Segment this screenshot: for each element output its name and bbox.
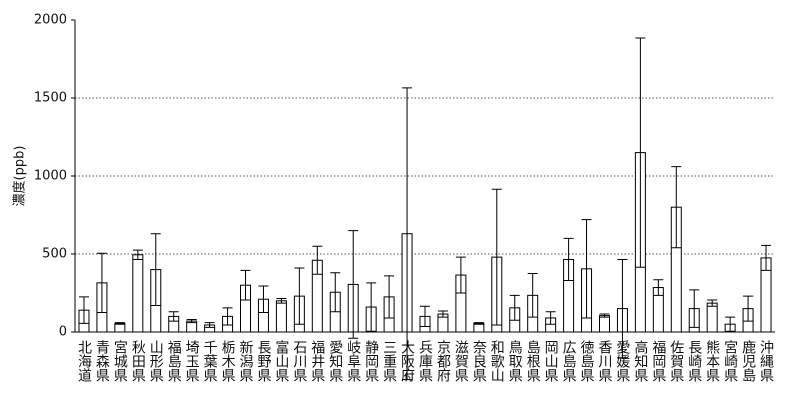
- error-bar: [545, 311, 556, 325]
- error-bar: [725, 316, 736, 332]
- error-bar: [402, 87, 413, 381]
- error-bar: [168, 311, 179, 322]
- x-tick-label: 千葉県: [202, 340, 218, 382]
- x-tick-label: 高知県: [632, 339, 648, 382]
- x-tick-label: 広島県: [561, 340, 577, 382]
- error-bar: [671, 166, 682, 249]
- error-bar: [258, 285, 269, 313]
- bar: [706, 302, 718, 333]
- error-bar: [689, 289, 700, 328]
- x-tick-label: 石川県: [291, 340, 307, 382]
- error-bar: [743, 295, 754, 322]
- error-bar: [653, 279, 664, 296]
- error-bar: [527, 273, 538, 318]
- error-bar: [420, 305, 430, 328]
- x-tick-label: 愛知県: [327, 340, 343, 382]
- y-tick-label: 0: [59, 325, 67, 340]
- error-bar: [204, 322, 215, 328]
- error-bar: [222, 307, 233, 326]
- x-tick-label: 佐賀県: [668, 340, 684, 382]
- error-bar: [348, 230, 359, 339]
- x-tick-label: 栃木県: [220, 340, 236, 382]
- x-tick-label: 北海道: [76, 340, 92, 383]
- x-tick-label: 埼玉県: [184, 340, 200, 382]
- error-bar: [312, 245, 323, 275]
- error-bar: [150, 233, 161, 306]
- x-tick-label: 福島県: [166, 340, 182, 382]
- x-tick-label: 鹿児島: [740, 339, 756, 382]
- error-bar: [96, 252, 107, 313]
- error-bar: [761, 244, 772, 271]
- error-bar: [707, 299, 718, 307]
- y-tick-label: 500: [42, 247, 67, 262]
- error-bar: [114, 322, 125, 325]
- error-bar: [186, 319, 197, 324]
- error-bar: [617, 258, 628, 359]
- bar: [132, 254, 144, 333]
- x-tick-label: 青森県: [94, 340, 110, 382]
- error-bar: [473, 322, 484, 325]
- x-tick-label: 愛媛県: [614, 340, 630, 382]
- y-tick-label: 2000: [34, 13, 67, 28]
- error-bar: [78, 296, 89, 324]
- x-tick-label: 熊本県: [704, 340, 720, 382]
- bar: [598, 315, 610, 333]
- x-tick-label: 富山県: [273, 339, 289, 382]
- error-bar: [563, 237, 574, 282]
- y-tick-label: 1500: [34, 91, 67, 106]
- x-tick-label: 岡山県: [543, 340, 559, 382]
- error-bar: [384, 275, 395, 319]
- bar: [114, 322, 126, 333]
- x-tick-label: 京都府: [435, 340, 451, 383]
- error-bar: [330, 272, 341, 313]
- error-bar: [635, 37, 646, 268]
- x-tick-label: 兵庫県: [417, 340, 433, 382]
- error-bar: [240, 269, 251, 301]
- y-axis-title: 濃度(ppb): [12, 146, 28, 207]
- error-bar: [581, 219, 592, 319]
- error-bar: [366, 282, 377, 332]
- x-tick-label: 福井県: [309, 340, 325, 382]
- error-bar: [491, 188, 502, 326]
- error-bar: [509, 294, 520, 321]
- x-tick-label: 鳥取県: [507, 340, 523, 382]
- x-tick-label: 山形県: [148, 340, 164, 382]
- x-tick-label: 宮崎県: [722, 340, 738, 382]
- x-tick-label: 秋田県: [130, 340, 146, 382]
- x-tick-label: 和歌山: [489, 340, 505, 382]
- x-tick-label: 岐阜県: [345, 340, 361, 382]
- x-tick-label: 三重県: [381, 340, 397, 382]
- x-tick-label: 長野県: [255, 340, 271, 382]
- x-tick-label: 宮城県: [112, 340, 128, 382]
- x-tick-label: 奈良県: [471, 340, 487, 382]
- error-bar: [132, 249, 143, 260]
- error-bar: [599, 313, 610, 318]
- error-bar: [276, 297, 287, 304]
- error-bar: [455, 256, 466, 294]
- bar: [473, 322, 485, 333]
- bar: [275, 300, 287, 333]
- x-tick-label: 長崎県: [686, 340, 702, 382]
- x-tick-label: 静岡県: [363, 340, 379, 382]
- error-bar: [294, 267, 305, 325]
- x-tick-label: 徳島県: [579, 340, 595, 382]
- x-tick-label: 福岡県: [650, 340, 666, 382]
- x-tick-label: 滋賀県: [453, 340, 469, 382]
- error-bar: [437, 310, 448, 318]
- x-tick-label: 島根県: [525, 340, 541, 382]
- x-tick-label: 香川県: [596, 340, 612, 382]
- y-tick-label: 1000: [34, 169, 67, 184]
- x-tick-label: 沖縄県: [758, 340, 774, 382]
- x-tick-label: 新潟県: [238, 340, 254, 382]
